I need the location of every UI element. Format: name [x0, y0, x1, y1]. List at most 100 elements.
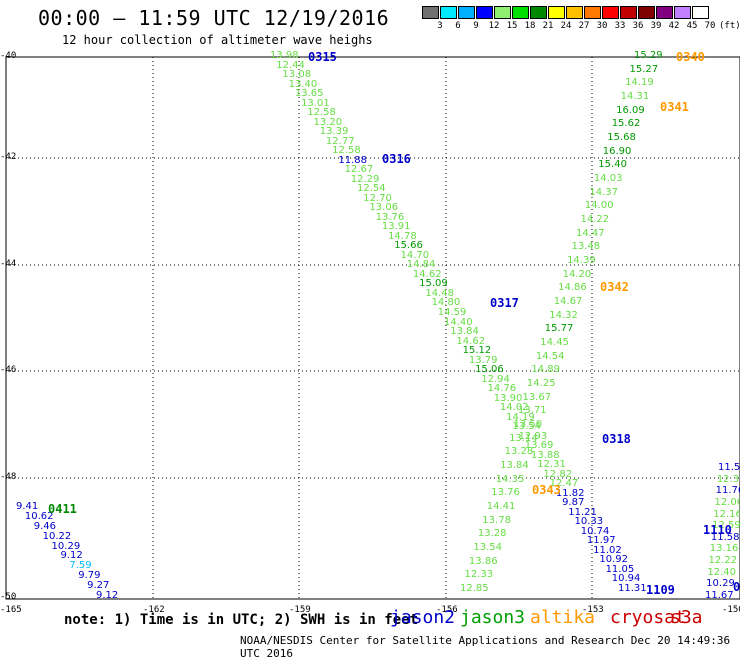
swh-label-track-b: 15.62: [611, 118, 641, 130]
swh-label-track-a: 12.94: [481, 373, 510, 385]
swh-label-track-b: 16.90: [602, 145, 632, 157]
swh-label-track-a: 12.58: [307, 107, 336, 119]
swh-label-track-a: 10.92: [599, 554, 628, 566]
swh-label-track-a: 12.44: [276, 59, 305, 71]
swh-label-track-d: 9.41: [16, 501, 39, 512]
swh-label-track-b: 14.25: [526, 378, 556, 389]
swh-label-track-b: 13.84: [500, 460, 529, 471]
swh-label-track-c: 11.76: [715, 485, 740, 497]
swh-label-track-a: 14.19: [506, 411, 535, 423]
legend-s3a: s3a: [670, 607, 703, 628]
scale-swatch: [530, 6, 547, 19]
swh-label-track-c: 12.40: [707, 566, 736, 578]
swh-label-track-a: 15.66: [394, 240, 423, 252]
scale-swatch: [440, 6, 457, 19]
swh-label-track-a: 13.06: [369, 202, 399, 214]
swh-label-track-b: 14.03: [593, 173, 623, 184]
swh-label-track-b: 14.19: [625, 77, 654, 89]
pass-label: 0317: [490, 296, 519, 310]
swh-label-track-c: 11.67: [705, 590, 734, 601]
scale-label: 30: [596, 21, 608, 31]
swh-label-track-d: 10.62: [24, 510, 54, 522]
scale-label: (ft): [719, 21, 740, 31]
y-tick-label: -46: [0, 365, 17, 375]
swh-label-track-a: 11.02: [593, 544, 622, 556]
swh-label-track-a: 10.94: [611, 573, 641, 585]
legend-altika: altika: [530, 607, 596, 628]
swh-label-track-a: 13.76: [375, 211, 405, 223]
swh-label-track-b: 13.67: [522, 391, 552, 403]
swh-label-track-b: 13.48: [571, 241, 601, 253]
scale-label: 39: [650, 21, 662, 31]
x-tick-label: -150: [722, 605, 740, 615]
swh-label-track-a: 14.76: [487, 383, 517, 395]
map-title: 00:00 — 11:59 UTC 12/19/2016: [38, 6, 390, 30]
swh-label-track-b: 12.85: [460, 583, 489, 594]
scale-swatch: [692, 6, 709, 19]
swh-label-track-b: 14.47: [576, 227, 605, 239]
swh-label-track-a: 14.40: [444, 316, 473, 328]
y-tick-label: -42: [0, 152, 17, 162]
scale-label: 12: [488, 21, 500, 31]
swh-label-track-b: 13.71: [518, 405, 547, 417]
scale-swatch: [638, 6, 655, 19]
swh-label-track-a: 12.70: [363, 192, 392, 204]
scale-swatch: [674, 6, 691, 19]
swh-label-track-c: 11.58: [710, 531, 740, 543]
swh-label-track-c: 12.22: [708, 555, 738, 567]
x-tick-label: -159: [289, 605, 311, 615]
swh-label-track-b: 15.27: [629, 63, 659, 75]
x-tick-label: -162: [143, 605, 165, 615]
swh-label-track-b: 13.14: [509, 432, 538, 444]
swh-label-track-b: 13.86: [468, 555, 498, 567]
scale-label: 15: [506, 21, 518, 31]
scale-swatch: [422, 6, 439, 19]
scale-swatch: [494, 6, 511, 19]
pass-label: 0411: [48, 502, 77, 516]
swh-label-track-b: 12.33: [464, 569, 494, 581]
swh-label-track-c: 12.06: [714, 496, 740, 508]
pass-label: 0342: [600, 280, 629, 294]
scale-label: 24: [560, 21, 572, 31]
swh-label-track-b: 13.28: [477, 528, 507, 540]
swh-label-track-b: 14.31: [620, 91, 650, 102]
swh-label-track-a: 10.33: [574, 516, 604, 528]
scale-label: 9: [473, 21, 479, 31]
swh-label-track-a: 13.20: [313, 116, 343, 128]
swh-label-track-a: 13.84: [450, 326, 479, 338]
pass-label: 0316: [382, 152, 411, 166]
swh-label-track-c: 11.57: [718, 462, 740, 473]
swh-label-track-b: 14.86: [558, 282, 587, 294]
pass-label: 0341: [660, 100, 689, 114]
scale-swatch: [566, 6, 583, 19]
swh-label-track-b: 15.68: [607, 132, 636, 143]
y-tick-label: -44: [0, 259, 17, 269]
swh-label-track-a: 12.67: [344, 164, 374, 176]
y-tick-label: -48: [0, 472, 17, 482]
swh-label-track-b: 14.54: [535, 350, 565, 362]
scale-swatch: [620, 6, 637, 19]
swh-label-track-a: 14.62: [412, 268, 442, 280]
swh-label-track-b: 15.40: [598, 159, 627, 171]
swh-label-track-a: 12.47: [549, 478, 579, 490]
swh-label-track-a: 15.09: [419, 278, 448, 290]
swh-label-track-a: 13.39: [319, 126, 349, 138]
swh-label-track-a: 13.98: [270, 50, 299, 61]
swh-label-track-d: 9.46: [33, 520, 57, 532]
scale-swatch: [584, 6, 601, 19]
swh-label-track-b: 13.54: [473, 542, 503, 553]
x-tick-label: -156: [436, 605, 458, 615]
swh-label-track-a: 14.59: [437, 306, 467, 318]
map-subtitle: 12 hour collection of altimeter wave hei…: [62, 33, 373, 47]
scale-swatch: [602, 6, 619, 19]
swh-label-track-b: 14.00: [584, 200, 614, 212]
swh-label-track-c: 10.29: [706, 578, 735, 590]
swh-label-track-a: 13.54: [512, 421, 541, 433]
swh-label-track-a: 14.48: [425, 287, 454, 299]
swh-label-track-c: 13.16: [709, 543, 739, 555]
swh-label-track-d: 9.12: [96, 590, 119, 601]
swh-label-track-d: 9.79: [78, 570, 101, 582]
pass-label: 0: [733, 580, 740, 594]
swh-label-track-d: 10.29: [51, 540, 81, 552]
